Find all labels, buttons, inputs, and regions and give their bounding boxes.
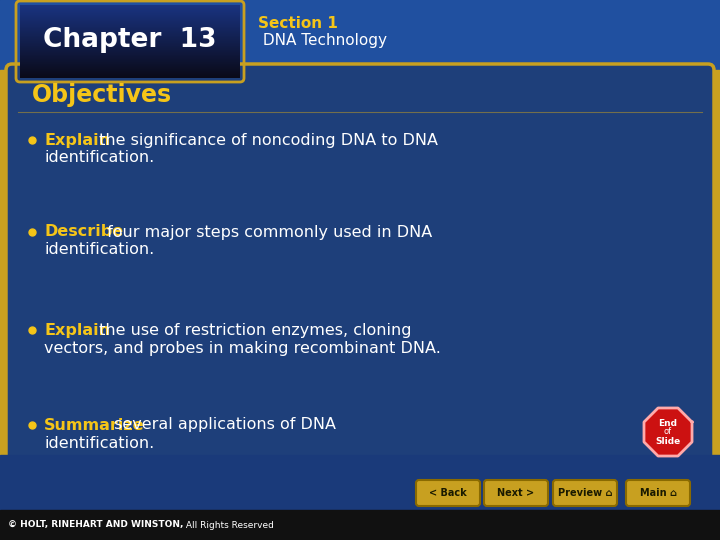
Bar	[0, 510, 720, 540]
Bar	[0, 70, 12, 485]
Text: Chapter  13: Chapter 13	[43, 27, 217, 53]
Text: < Back: < Back	[429, 488, 467, 498]
Text: Objectives: Objectives	[32, 83, 172, 107]
Text: Explain: Explain	[44, 132, 110, 147]
FancyBboxPatch shape	[626, 480, 690, 506]
FancyBboxPatch shape	[416, 480, 480, 506]
Text: © HOLT, RINEHART AND WINSTON,: © HOLT, RINEHART AND WINSTON,	[8, 521, 184, 530]
Text: of: of	[664, 428, 672, 436]
Bar	[708, 70, 720, 485]
FancyBboxPatch shape	[6, 64, 714, 491]
Text: Main ⌂: Main ⌂	[639, 488, 677, 498]
Text: four major steps commonly used in DNA: four major steps commonly used in DNA	[102, 225, 432, 240]
Text: Summarize: Summarize	[44, 417, 145, 433]
Text: the use of restriction enzymes, cloning: the use of restriction enzymes, cloning	[94, 322, 412, 338]
Text: several applications of DNA: several applications of DNA	[109, 417, 336, 433]
Text: End: End	[659, 418, 678, 428]
Text: vectors, and probes in making recombinant DNA.: vectors, and probes in making recombinan…	[44, 341, 441, 355]
Text: identification.: identification.	[44, 151, 154, 165]
Bar	[0, 0, 720, 80]
Text: Describe: Describe	[44, 225, 123, 240]
FancyBboxPatch shape	[553, 480, 617, 506]
Text: identification.: identification.	[44, 435, 154, 450]
Text: DNA Technology: DNA Technology	[258, 32, 387, 48]
Polygon shape	[644, 408, 692, 456]
FancyBboxPatch shape	[484, 480, 548, 506]
Text: Slide: Slide	[655, 436, 680, 446]
Text: All Rights Reserved: All Rights Reserved	[183, 521, 274, 530]
Text: Explain: Explain	[44, 322, 110, 338]
Text: the significance of noncoding DNA to DNA: the significance of noncoding DNA to DNA	[94, 132, 438, 147]
Text: Section 1: Section 1	[258, 17, 338, 31]
Text: identification.: identification.	[44, 242, 154, 258]
Bar	[0, 455, 720, 510]
Text: Preview ⌂: Preview ⌂	[558, 488, 612, 498]
Text: Next >: Next >	[498, 488, 534, 498]
